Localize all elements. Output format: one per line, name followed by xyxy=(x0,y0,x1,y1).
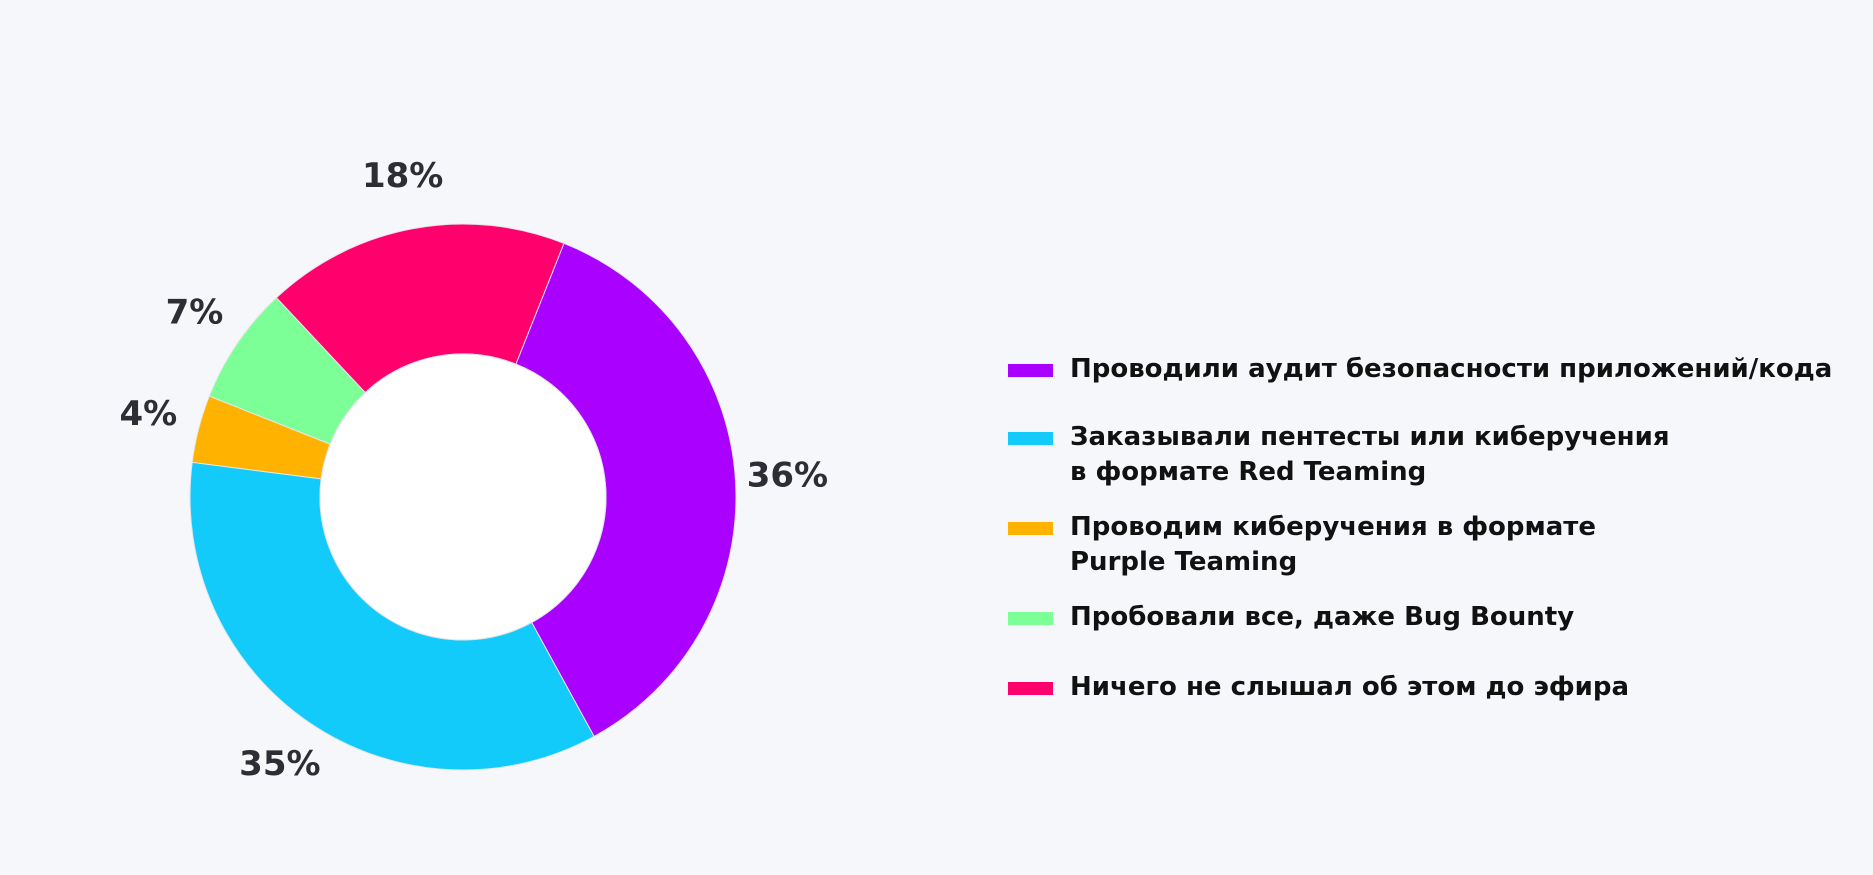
slice-value-label: 36% xyxy=(747,456,828,496)
legend-swatch xyxy=(1008,682,1053,695)
legend-item: Проводили аудит безопасности приложений/… xyxy=(1008,352,1868,387)
legend-item: Ничего не слышал об этом до эфира xyxy=(1008,670,1868,705)
donut-hole xyxy=(319,353,607,641)
legend-swatch xyxy=(1008,522,1053,535)
legend-item: Заказывали пентесты или киберучения в фо… xyxy=(1008,420,1868,490)
data-labels: 36% 35% 4% 7% 18% xyxy=(119,156,828,784)
legend-label: Проводили аудит безопасности приложений/… xyxy=(1070,354,1833,384)
legend-label: Пробовали все, даже Bug Bounty xyxy=(1070,602,1575,632)
legend-label: Проводим киберучения в формате Purple Te… xyxy=(1070,512,1596,577)
legend-label: Заказывали пентесты или киберучения в фо… xyxy=(1070,422,1670,487)
slice-value-label: 18% xyxy=(362,156,443,196)
legend-swatch xyxy=(1008,364,1053,377)
legend-item: Проводим киберучения в формате Purple Te… xyxy=(1008,510,1868,580)
legend-swatch xyxy=(1008,432,1053,445)
slice-value-label: 4% xyxy=(119,394,177,434)
legend: Проводили аудит безопасности приложений/… xyxy=(1008,352,1868,705)
legend-label: Ничего не слышал об этом до эфира xyxy=(1070,672,1630,702)
legend-item: Пробовали все, даже Bug Bounty xyxy=(1008,600,1868,635)
legend-swatch xyxy=(1008,612,1053,625)
slice-value-label: 7% xyxy=(166,292,224,332)
slice-value-label: 35% xyxy=(239,744,320,784)
